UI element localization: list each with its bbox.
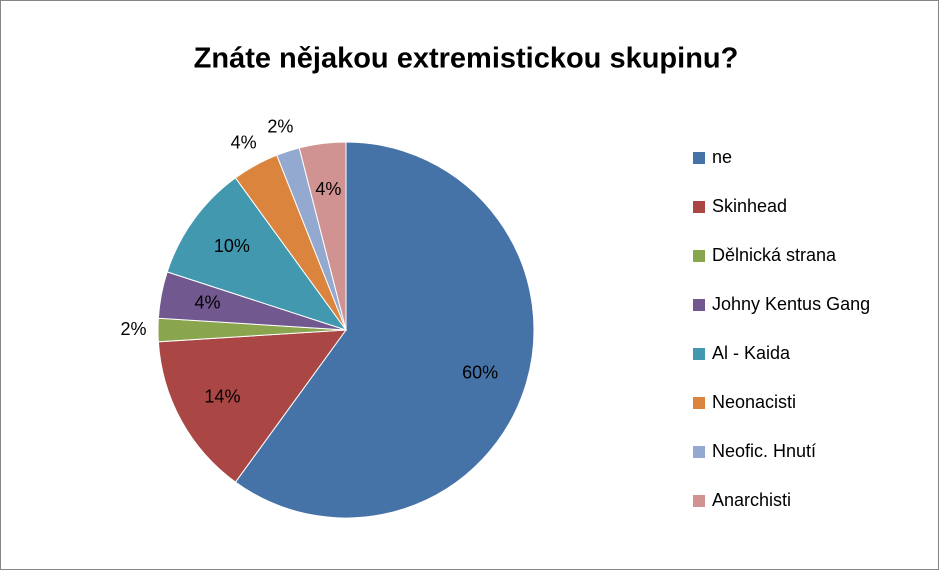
legend-label: Dělnická strana	[712, 245, 837, 265]
legend-label: Al - Kaida	[712, 343, 791, 363]
legend-swatch	[693, 348, 705, 360]
legend-label: Neofic. Hnutí	[712, 441, 816, 461]
legend-swatch	[693, 299, 705, 311]
pie-slice	[157, 329, 348, 483]
legend-label: Anarchisti	[712, 490, 791, 510]
legend-swatch	[693, 152, 705, 164]
data-label: 2%	[267, 117, 293, 137]
pie-slice	[234, 141, 535, 519]
pie-slice	[298, 141, 347, 331]
legend-swatch	[693, 201, 705, 213]
legend-swatch	[693, 397, 705, 409]
legend-label: Neonacisti	[712, 392, 796, 412]
data-label: 2%	[121, 319, 147, 339]
legend-label: Johny Kentus Gang	[712, 294, 870, 314]
legend-label: ne	[712, 147, 732, 167]
legend-label: Skinhead	[712, 196, 787, 216]
chart-title: Znáte nějakou extremistickou skupinu?	[194, 43, 739, 75]
data-label: 60%	[462, 362, 498, 382]
data-label: 4%	[231, 133, 257, 153]
data-label: 10%	[214, 236, 250, 256]
legend-swatch	[693, 250, 705, 262]
data-label: 14%	[204, 387, 240, 407]
pie-slice	[166, 177, 348, 331]
data-label: 4%	[315, 179, 341, 199]
legend-swatch	[693, 446, 705, 458]
legend-swatch	[693, 495, 705, 507]
data-label: 4%	[194, 292, 220, 312]
